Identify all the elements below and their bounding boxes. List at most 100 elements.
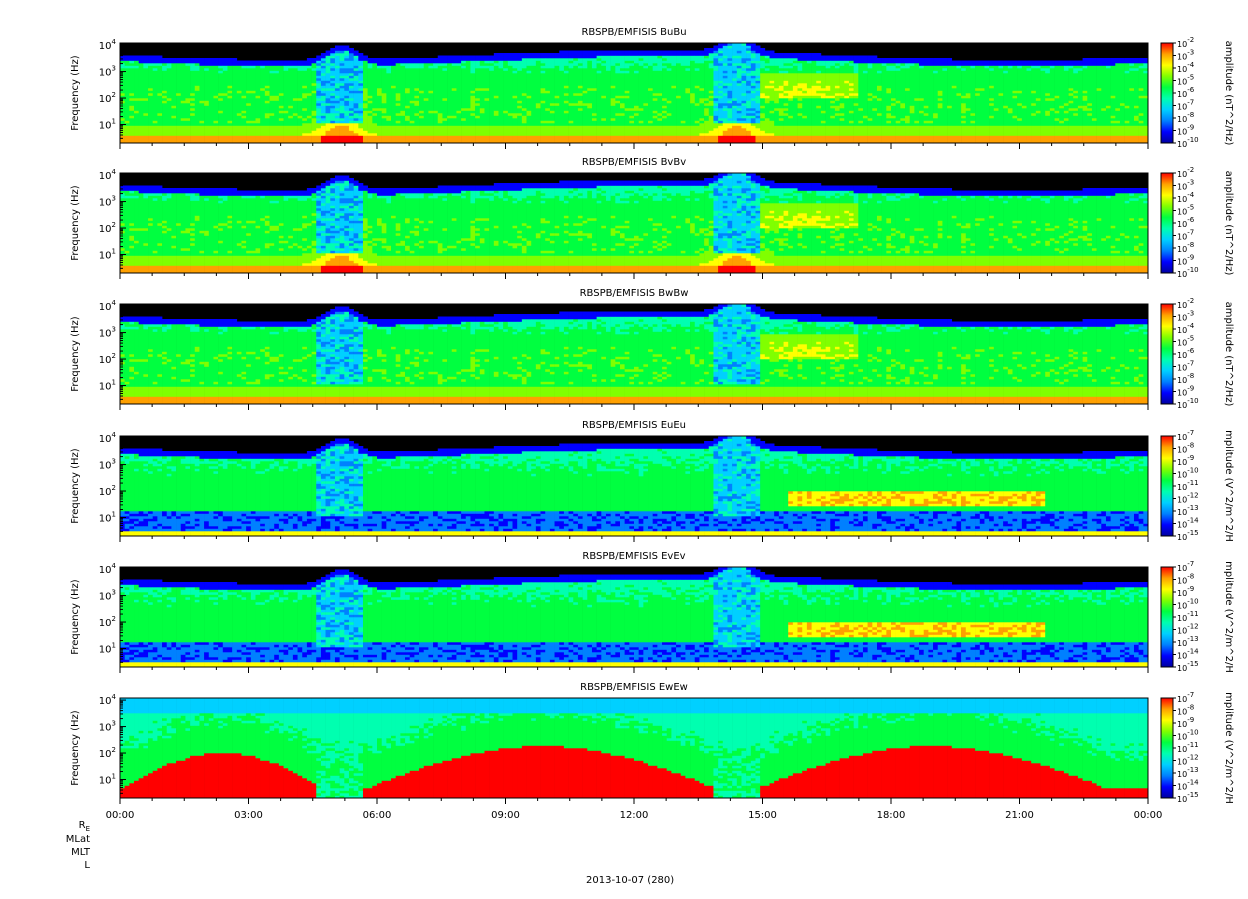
heatmap-cell bbox=[428, 193, 434, 196]
heatmap-cell bbox=[1087, 240, 1093, 244]
heatmap-cell bbox=[1124, 63, 1130, 71]
heatmap-cell bbox=[830, 98, 836, 101]
heatmap-cell bbox=[208, 255, 214, 266]
heatmap-cell bbox=[895, 195, 901, 199]
heatmap-cell bbox=[143, 100, 149, 114]
heatmap-cell bbox=[1012, 248, 1018, 256]
heatmap-cell bbox=[409, 58, 415, 64]
heatmap-cell bbox=[423, 193, 429, 229]
heatmap-cell bbox=[334, 220, 340, 226]
heatmap-cell bbox=[320, 113, 326, 116]
heatmap-cell bbox=[862, 118, 868, 126]
heatmap-cell bbox=[241, 225, 247, 229]
heatmap-cell bbox=[919, 188, 925, 196]
heatmap-cell bbox=[830, 248, 836, 256]
heatmap-cell bbox=[475, 88, 481, 91]
heatmap-cell bbox=[577, 100, 583, 106]
heatmap-cell bbox=[152, 255, 158, 266]
heatmap-cell bbox=[171, 235, 177, 239]
heatmap-cell bbox=[1077, 238, 1083, 256]
heatmap-cell bbox=[218, 125, 224, 136]
heatmap-cell bbox=[344, 175, 350, 181]
heatmap-cell bbox=[961, 228, 967, 234]
heatmap-cell bbox=[470, 55, 476, 61]
heatmap-cell bbox=[909, 255, 915, 266]
heatmap-cell bbox=[461, 190, 467, 194]
heatmap-cell bbox=[1021, 265, 1027, 274]
heatmap-cell bbox=[409, 103, 415, 121]
heatmap-cell bbox=[362, 108, 368, 111]
heatmap-cell bbox=[391, 125, 396, 136]
heatmap-cell bbox=[778, 223, 784, 229]
colorbar-tick-label: 10-10 bbox=[1177, 136, 1199, 149]
heatmap-cell bbox=[947, 188, 953, 196]
heatmap-cell bbox=[339, 228, 345, 231]
heatmap-cell bbox=[923, 188, 929, 196]
heatmap-cell bbox=[320, 243, 326, 246]
heatmap-cell bbox=[120, 193, 125, 199]
heatmap-cell bbox=[783, 68, 789, 71]
heatmap-cell bbox=[493, 195, 499, 226]
heatmap-cell bbox=[143, 198, 149, 229]
heatmap-cell bbox=[377, 110, 382, 126]
heatmap-cell bbox=[848, 98, 854, 111]
heatmap-cell bbox=[755, 110, 761, 114]
heatmap-cell bbox=[526, 203, 532, 226]
heatmap-cell bbox=[1045, 190, 1051, 196]
heatmap-cell bbox=[348, 100, 354, 109]
heatmap-cell bbox=[330, 215, 336, 219]
heatmap-cell bbox=[339, 53, 345, 61]
heatmap-cell bbox=[750, 63, 756, 71]
heatmap-cell bbox=[891, 265, 896, 274]
heatmap-cell bbox=[624, 193, 630, 199]
heatmap-cell bbox=[334, 245, 340, 249]
heatmap-cell bbox=[330, 223, 336, 226]
heatmap-cell bbox=[311, 135, 317, 144]
heatmap-cell bbox=[283, 60, 289, 66]
heatmap-cell bbox=[699, 233, 705, 249]
heatmap-cell bbox=[732, 203, 738, 209]
heatmap-cell bbox=[274, 73, 280, 96]
heatmap-cell bbox=[783, 200, 789, 204]
heatmap-cell bbox=[741, 105, 747, 116]
heatmap-cell bbox=[760, 235, 766, 239]
heatmap-cell bbox=[1133, 70, 1139, 106]
heatmap-cell bbox=[624, 265, 630, 274]
heatmap-cell bbox=[297, 228, 303, 231]
heatmap-cell bbox=[1049, 228, 1055, 231]
heatmap-cell bbox=[419, 193, 425, 199]
heatmap-cell bbox=[227, 188, 233, 196]
heatmap-cell bbox=[512, 118, 518, 126]
heatmap-cell bbox=[334, 213, 340, 219]
heatmap-cell bbox=[601, 180, 607, 186]
heatmap-cell bbox=[643, 135, 649, 144]
heatmap-cell bbox=[895, 193, 901, 196]
heatmap-cell bbox=[1119, 63, 1125, 104]
heatmap-cell bbox=[587, 238, 593, 256]
heatmap-cell bbox=[540, 203, 546, 219]
heatmap-cell bbox=[1045, 68, 1051, 74]
heatmap-cell bbox=[942, 195, 948, 199]
heatmap-cell bbox=[138, 193, 144, 229]
heatmap-cell bbox=[433, 110, 439, 114]
heatmap-cell bbox=[400, 125, 406, 136]
heatmap-cell bbox=[395, 93, 401, 101]
heatmap-cell bbox=[218, 100, 224, 111]
heatmap-cell bbox=[1073, 265, 1079, 274]
heatmap-cell bbox=[900, 108, 906, 119]
heatmap-cell bbox=[521, 265, 527, 274]
heatmap-cell bbox=[409, 230, 415, 234]
heatmap-cell bbox=[1087, 265, 1093, 274]
heatmap-cell bbox=[1031, 113, 1037, 116]
heatmap-cell bbox=[619, 228, 625, 234]
heatmap-cell bbox=[792, 195, 798, 204]
heatmap-cell bbox=[923, 255, 929, 266]
heatmap-cell bbox=[405, 250, 411, 256]
heatmap-cell bbox=[1017, 250, 1023, 256]
heatmap-cell bbox=[124, 190, 130, 196]
heatmap-cell bbox=[358, 118, 364, 121]
heatmap-cell bbox=[905, 115, 910, 124]
heatmap-cell bbox=[278, 248, 284, 251]
heatmap-cell bbox=[124, 253, 130, 256]
heatmap-cell bbox=[152, 55, 158, 64]
